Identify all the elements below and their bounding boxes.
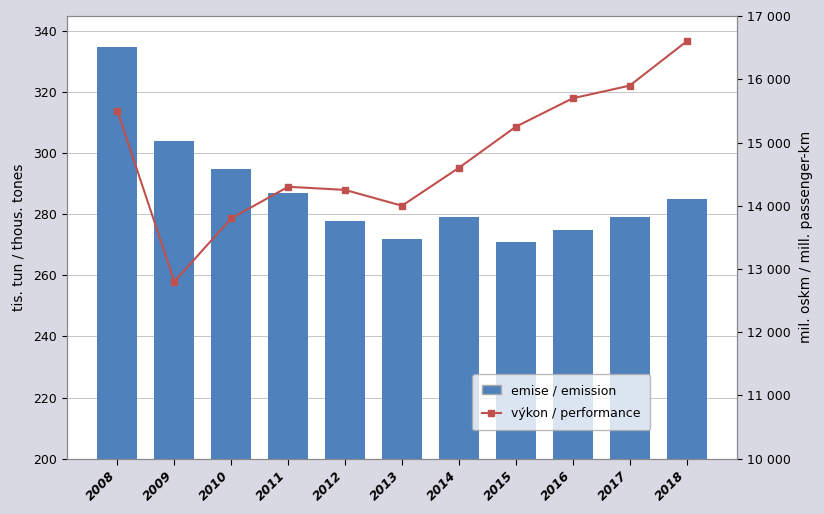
- Bar: [97, 47, 138, 514]
- Y-axis label: tis. tun / thous. tones: tis. tun / thous. tones: [11, 163, 25, 311]
- Bar: [269, 193, 308, 514]
- Bar: [496, 242, 536, 514]
- Bar: [325, 221, 365, 514]
- Bar: [154, 141, 194, 514]
- Y-axis label: mil. oskm / mill. passenger-km: mil. oskm / mill. passenger-km: [799, 131, 813, 343]
- Legend: emise / emission, výkon / performance: emise / emission, výkon / performance: [472, 374, 650, 430]
- Bar: [439, 217, 479, 514]
- Bar: [553, 230, 592, 514]
- Bar: [667, 199, 706, 514]
- Bar: [211, 169, 251, 514]
- Bar: [610, 217, 649, 514]
- Bar: [382, 239, 422, 514]
